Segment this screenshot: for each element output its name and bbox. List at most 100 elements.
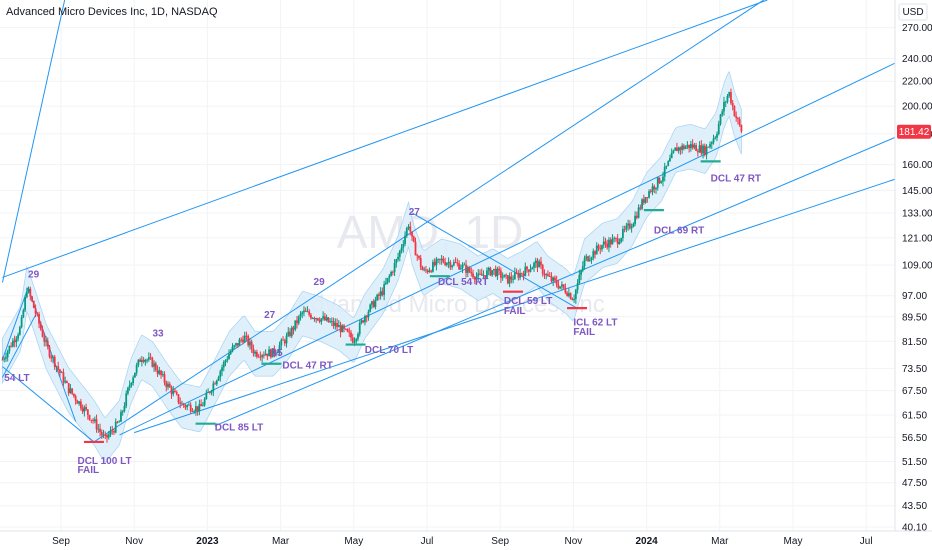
- price-tick-label: 89.50: [902, 312, 927, 323]
- candle-body: [346, 329, 349, 332]
- candle-body: [590, 257, 593, 260]
- candle-body: [67, 383, 70, 394]
- candle-body: [290, 327, 293, 337]
- candle-body: [238, 339, 241, 346]
- candle-body: [257, 356, 260, 358]
- candle-body: [301, 312, 304, 315]
- candle-body: [1, 359, 4, 361]
- candle-body: [357, 333, 359, 339]
- candle-body: [41, 329, 44, 337]
- currency-badge[interactable]: [898, 3, 928, 21]
- candle-body: [552, 277, 555, 282]
- candle-body: [18, 327, 21, 335]
- candle-body: [475, 276, 478, 280]
- candle-body: [268, 349, 270, 357]
- candle-body: [151, 357, 154, 367]
- candle-body: [397, 256, 399, 260]
- candle-body: [167, 383, 169, 388]
- candle-body: [289, 331, 291, 337]
- candle-body: [219, 371, 222, 378]
- candle-body: [381, 291, 384, 296]
- price-axis[interactable]: USD 270.00240.00220.00200.00180.00160.00…: [894, 0, 932, 534]
- candle-body: [201, 405, 204, 407]
- candle-body: [628, 223, 631, 229]
- candle-body: [533, 262, 535, 268]
- candle-body: [8, 345, 11, 352]
- candle-body: [689, 144, 692, 149]
- candle-body: [158, 370, 161, 374]
- price-tick-label: 121.00: [902, 233, 932, 244]
- candle-body: [648, 191, 650, 198]
- candle-body: [27, 288, 30, 293]
- price-ticks: 270.00240.00220.00200.00180.00160.00145.…: [902, 23, 932, 533]
- candle-body: [31, 296, 33, 302]
- candle-body: [48, 346, 51, 357]
- candle-body: [456, 262, 459, 264]
- candle-body: [224, 360, 227, 363]
- candle-body: [501, 277, 504, 279]
- candle-body: [95, 419, 98, 430]
- price-tick-label: 240.00: [902, 54, 932, 65]
- candle-body: [390, 272, 392, 276]
- candle-body: [529, 269, 532, 272]
- candle-body: [182, 403, 185, 406]
- candle-body: [111, 430, 114, 432]
- candle-body: [564, 287, 567, 293]
- candle-body: [215, 380, 218, 385]
- candle-body: [548, 276, 551, 277]
- candle-body: [83, 407, 86, 412]
- price-tick-label: 47.50: [902, 478, 927, 489]
- candle-body: [250, 341, 253, 349]
- candle-body: [353, 341, 356, 343]
- candle-body: [576, 283, 579, 290]
- annotation-label: DCL 100 LT: [77, 456, 131, 467]
- time-axis[interactable]: Sep Nov 2023 Mar May Jul Sep Nov 2024 Mar May Jul: [0, 530, 932, 550]
- candle-body: [379, 291, 382, 296]
- candle-body: [726, 96, 729, 102]
- candle-body: [163, 374, 166, 383]
- candle-body: [350, 332, 352, 338]
- candle-body: [52, 356, 54, 359]
- time-tick-label: 2024: [635, 536, 658, 547]
- candle-body: [360, 320, 363, 323]
- candle-body: [322, 316, 325, 319]
- candle-body: [142, 359, 145, 362]
- candle-body: [588, 259, 591, 262]
- candle-body: [472, 273, 474, 278]
- candle-body: [524, 266, 527, 277]
- candle-body: [571, 298, 574, 301]
- price-tick-label: 81.50: [902, 337, 927, 348]
- trendline: [1, 0, 66, 283]
- candle-body: [409, 226, 412, 232]
- candle-body: [395, 259, 398, 264]
- candle-body: [513, 272, 516, 280]
- candle-body: [210, 391, 213, 393]
- candle-body: [398, 250, 401, 257]
- trendline: [134, 172, 914, 434]
- candle-body: [231, 346, 234, 352]
- candle-body: [693, 145, 696, 148]
- candle-body: [543, 273, 546, 276]
- candle-body: [674, 147, 677, 151]
- candle-body: [172, 390, 175, 395]
- candle-body: [194, 406, 197, 412]
- candle-body: [611, 238, 614, 245]
- candle-body: [538, 261, 541, 268]
- candle-body: [641, 199, 643, 209]
- candle-body: [461, 264, 464, 268]
- candle-body: [559, 286, 562, 289]
- candle-body: [282, 339, 284, 341]
- candle-body: [644, 197, 647, 203]
- price-tick-label: 160.00: [902, 160, 932, 171]
- time-tick-label: Jul: [860, 536, 873, 547]
- candle-body: [278, 345, 281, 352]
- candle-body: [602, 241, 605, 246]
- candle-body: [249, 341, 251, 346]
- candle-body: [376, 294, 379, 301]
- candle-body: [653, 186, 656, 190]
- candle-body: [655, 187, 657, 190]
- candle-body: [499, 270, 502, 278]
- candle-body: [311, 318, 314, 319]
- candle-body: [676, 147, 678, 152]
